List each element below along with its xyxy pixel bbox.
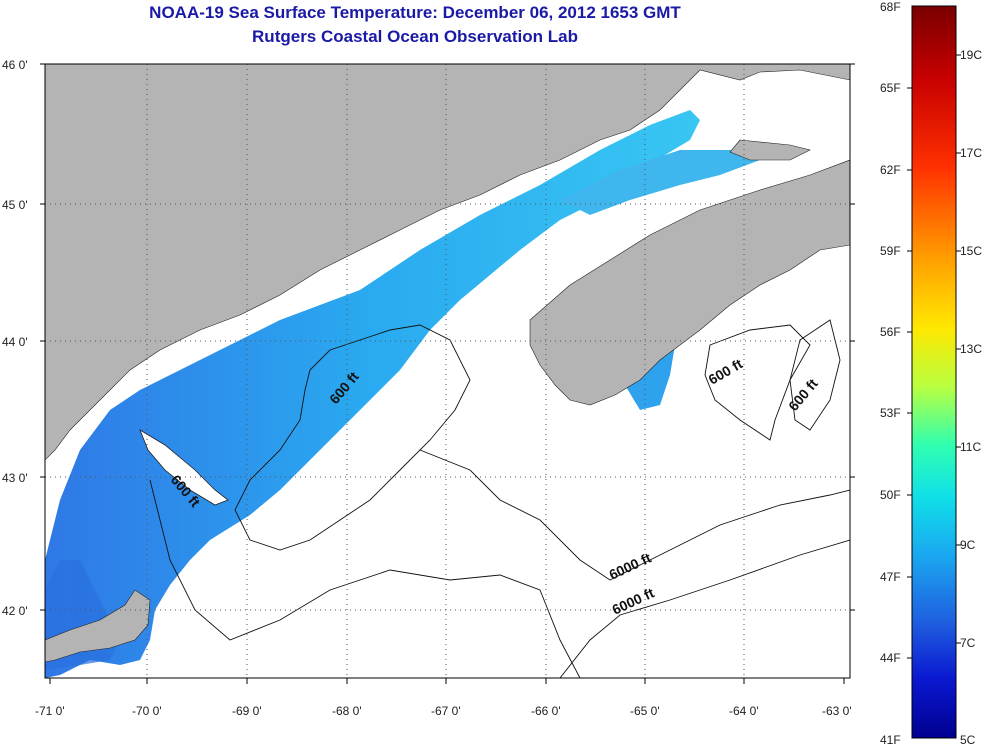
colorbar-c-label: 7C bbox=[960, 636, 976, 650]
lon-label-71: -71 0' bbox=[35, 704, 65, 718]
colorbar-f-label: 47F bbox=[880, 570, 901, 584]
lon-label-68: -68 0' bbox=[332, 704, 362, 718]
colorbar-f-label: 68F bbox=[880, 0, 901, 14]
lon-label-66: -66 0' bbox=[531, 704, 561, 718]
depth-contours bbox=[149, 319, 850, 678]
colorbar-c-label: 15C bbox=[960, 244, 983, 258]
colorbar-ticks bbox=[907, 54, 961, 659]
lat-label-42: 42 0' bbox=[2, 604, 28, 618]
lon-label-63: -63 0' bbox=[822, 704, 852, 718]
colorbar-f-label: 50F bbox=[880, 488, 901, 502]
lat-label-45: 45 0' bbox=[2, 198, 28, 212]
colorbar-c-label: 11C bbox=[960, 440, 982, 454]
sst-colorbar bbox=[911, 5, 957, 739]
lat-label-46: 46 0' bbox=[2, 58, 28, 72]
colorbar-f-label: 53F bbox=[880, 406, 901, 420]
sst-southwest-ns-patch bbox=[625, 345, 675, 410]
colorbar-c-label: 9C bbox=[960, 538, 976, 552]
lat-label-43: 43 0' bbox=[2, 471, 28, 485]
map-frame bbox=[44, 63, 851, 679]
colorbar-c-label: 17C bbox=[960, 146, 983, 160]
lon-label-64: -64 0' bbox=[729, 704, 759, 718]
colorbar-f-label: 62F bbox=[880, 163, 901, 177]
map-title: NOAA-19 Sea Surface Temperature: Decembe… bbox=[149, 3, 681, 22]
sst-bay-of-fundy bbox=[560, 150, 760, 215]
lon-label-70: -70 0' bbox=[132, 704, 162, 718]
map-subtitle: Rutgers Coastal Ocean Observation Lab bbox=[252, 27, 578, 46]
lon-label-67: -67 0' bbox=[431, 704, 461, 718]
colorbar-f-label: 41F bbox=[880, 733, 901, 747]
frame-ticks bbox=[40, 63, 855, 684]
colorbar-f-label: 56F bbox=[880, 325, 901, 339]
georges-shoal bbox=[139, 429, 229, 506]
graticule bbox=[45, 64, 850, 678]
colorbar-f-label: 65F bbox=[880, 81, 901, 95]
colorbar-c-label: 5C bbox=[960, 733, 976, 747]
colorbar-c-label: 13C bbox=[960, 342, 983, 356]
colorbar-c-label: 19C bbox=[960, 48, 983, 62]
colorbar-f-label: 44F bbox=[880, 651, 901, 665]
lon-label-65: -65 0' bbox=[630, 704, 660, 718]
land-new-england bbox=[45, 64, 850, 461]
land-pei bbox=[729, 139, 811, 161]
sst-coastal-water bbox=[45, 110, 700, 678]
land-nova-scotia bbox=[529, 159, 850, 406]
land-cape-cod bbox=[45, 589, 151, 663]
lat-label-44: 44 0' bbox=[2, 335, 28, 349]
lon-label-69: -69 0' bbox=[232, 704, 262, 718]
colorbar-f-label: 59F bbox=[880, 244, 901, 258]
